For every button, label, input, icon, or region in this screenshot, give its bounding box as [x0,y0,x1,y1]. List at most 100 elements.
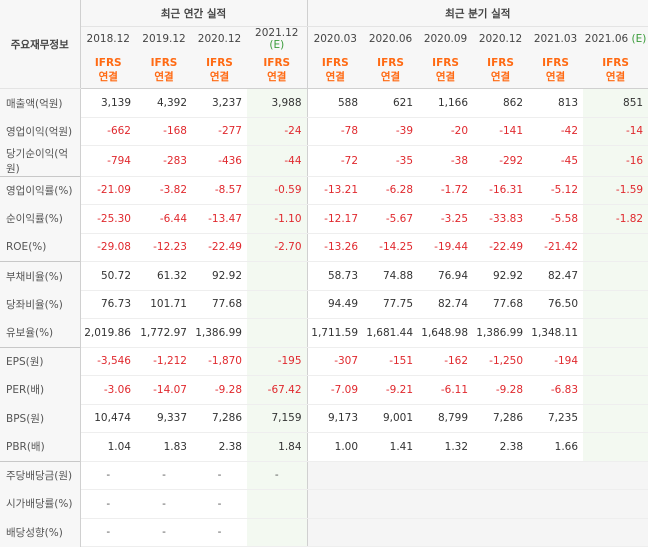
table-cell: - [192,460,247,490]
ifrs-label: IFRS [487,56,514,69]
table-cell: -25.30 [80,204,136,234]
table-cell [473,518,529,547]
table-cell: -22.49 [473,233,529,262]
row-label: EPS(원) [0,346,81,376]
table-cell: 1,648.98 [418,318,474,348]
table-row: 매출액(억원) 3,139 4,392 3,237 3,988 588 621 1,166 86… [0,88,648,118]
table-cell [473,489,529,519]
table-cell: -5.58 [528,204,584,234]
table-row: 시가배당률(%) - - - [0,489,648,519]
table-cell [583,489,648,519]
row-label: 영업이익(억원) [0,117,81,146]
table-cell: -16.31 [473,175,529,205]
table-cell: -7.09 [307,375,364,405]
table-cell: 1,681.44 [363,318,419,348]
table-cell: -1.10 [247,204,308,234]
accounting-standard: IFRS 연결 [473,51,529,89]
table-cell: 4,392 [136,88,192,118]
table-cell: -195 [247,346,308,376]
table-cell: -78 [307,117,364,146]
table-cell: 76.50 [528,290,584,319]
table-cell: 1.41 [363,432,419,462]
table-cell: 1.84 [247,432,308,462]
row-label: 순이익률(%) [0,204,81,233]
table-cell: -794 [80,145,136,177]
table-cell: -6.44 [136,204,192,234]
table-cell: -16 [583,145,648,177]
table-cell: 77.75 [363,290,419,319]
table-row: 당좌비율(%) 76.73 101.71 77.68 94.49 77.75 82.74 77… [0,290,648,319]
table-cell: - [136,489,192,519]
table-cell: 1,711.59 [307,318,364,348]
table-cell: 74.88 [363,261,419,291]
table-cell: 1.83 [136,432,192,462]
table-cell [528,489,584,519]
table-cell: -8.57 [192,175,247,205]
table-cell [363,518,419,547]
table-cell: - [192,489,247,519]
table-cell: 588 [307,88,364,118]
table-cell: 77.68 [473,290,529,319]
table-cell: 92.92 [192,261,247,291]
table-cell: -44 [247,145,308,177]
table-cell: 862 [473,88,529,118]
table-row: PER(배) -3.06 -14.07 -9.28 -67.42 -7.09 -9.21 -6… [0,375,648,405]
table-cell: 77.68 [192,290,247,319]
table-cell: 2,019.86 [80,318,136,348]
table-cell: 2.38 [473,432,529,462]
table-cell: 7,159 [247,404,308,433]
ifrs-label: IFRS [94,56,122,69]
table-cell: -9.28 [192,375,247,405]
ifrs-label: IFRS [542,56,569,69]
table-row: BPS(원) 10,474 9,337 7,286 7,159 9,173 9,001 8,7… [0,404,648,433]
table-row: 순이익률(%) -25.30 -6.44 -13.47 -1.10 -12.17 -5.67… [0,204,648,234]
table-cell: - [136,460,192,490]
period-label: 2021.06 [584,33,629,45]
table-cell: 82.47 [528,261,584,291]
ifrs-label: IFRS [377,56,404,69]
table-cell: -20 [418,117,474,146]
table-cell: -3.25 [418,204,474,234]
table-cell [247,518,308,547]
table-cell [247,290,308,319]
table-cell: -42 [528,117,584,146]
table-cell [418,518,474,547]
table-cell: -6.28 [363,175,419,205]
period-header: 2021.06 (E) [583,26,648,51]
table-cell [418,489,474,519]
row-label: PBR(배) [0,432,81,461]
table-cell: 58.73 [307,261,364,291]
ifrs-label: IFRS [432,56,459,69]
table-cell: -283 [136,145,192,177]
table-cell: 2.38 [192,432,247,462]
table-cell: 82.74 [418,290,474,319]
consolidated-label: 연결 [545,70,566,83]
consolidated-label: 연결 [490,70,511,83]
table-cell: -1.72 [418,175,474,205]
table-cell: -14.25 [363,233,419,262]
table-cell: 813 [528,88,584,118]
ifrs-label: IFRS [150,56,178,69]
table-cell: 1,386.99 [192,318,247,348]
table-cell: - [80,460,136,490]
consolidated-label: 연결 [325,70,345,83]
table-cell: 50.72 [80,261,136,291]
table-row: 부채비율(%) 50.72 61.32 92.92 58.73 74.88 76.94 92.… [0,261,648,291]
table-cell: 94.49 [307,290,364,319]
table-row: 영업이익(억원) -662 -168 -277 -24 -78 -39 -20 -141 -42-… [0,117,648,146]
period-header: 2020.12 [473,26,529,51]
estimate-mark: (E) [631,33,647,45]
ifrs-label: IFRS [602,56,629,69]
table-row: EPS(원) -3,546 -1,212 -1,870 -195 -307 -151 -162… [0,346,648,376]
table-cell: -45 [528,145,584,177]
accounting-standard: IFRS 연결 [247,51,308,89]
table-cell [307,489,364,519]
table-cell: -277 [192,117,247,146]
table-cell: - [192,518,247,547]
table-cell [528,518,584,547]
table-cell: -151 [363,346,419,376]
table-cell: -6.83 [528,375,584,405]
table-cell: -436 [192,145,247,177]
table-cell: 101.71 [136,290,192,319]
accounting-standard: IFRS 연결 [80,51,136,89]
